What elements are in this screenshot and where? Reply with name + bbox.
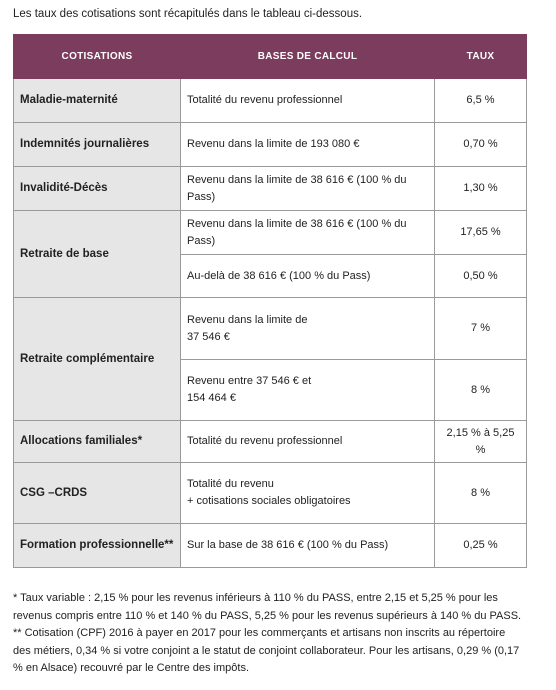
taux-cell: 8 % [434, 359, 527, 421]
cotisation-label: Invalidité-Décès [13, 166, 181, 211]
base-cell: Revenu dans la limite de 38 616 € (100 %… [180, 166, 435, 211]
taux-cell: 0,50 % [434, 254, 527, 298]
footnote: ** Cotisation (CPF) 2016 à payer en 2017… [13, 627, 520, 674]
cotisation-label: Maladie-maternité [13, 78, 181, 123]
base-cell: Totalité du revenu professionnel [180, 78, 435, 123]
header-row: COTISATIONS BASES DE CALCUL TAUX [13, 34, 527, 79]
footnotes: * Taux variable : 2,15 % pour les revenu… [13, 590, 525, 678]
cotisation-label: Formation professionnelle** [13, 523, 181, 568]
base-cell: Au-delà de 38 616 € (100 % du Pass) [180, 254, 435, 298]
table-row: Allocations familiales* Totalité du reven… [13, 420, 527, 463]
header-cell: BASES DE CALCUL [180, 34, 435, 79]
cotisation-label: Retraite complémentaire [13, 297, 181, 421]
base-cell: Revenu dans la limite de 193 080 € [180, 122, 435, 167]
taux-cell: 1,30 % [434, 166, 527, 211]
taux-cell: 2,15 % à 5,25 % [434, 420, 527, 463]
header-cell: TAUX [434, 34, 527, 79]
table-row: Revenu entre 37 546 € et 154 464 €8 % [14, 359, 527, 421]
base-cell: Totalité du revenu professionnel [180, 420, 435, 463]
base-cell: Revenu dans la limite de 38 616 € (100 %… [180, 210, 435, 255]
table-row: Au-delà de 38 616 € (100 % du Pass) 0,50 … [14, 254, 527, 298]
cotisation-label: CSG –CRDS [13, 462, 181, 524]
table-row: Indemnités journalières Revenu dans la li… [13, 122, 527, 167]
taux-cell: 17,65 % [434, 210, 527, 255]
base-cell: Totalité du revenu + cotisations sociale… [180, 462, 435, 524]
base-cell: Sur la base de 38 616 € (100 % du Pass) [180, 523, 435, 568]
cotisation-label: Retraite de base [13, 210, 181, 298]
footnote: * Taux variable : 2,15 % pour les revenu… [13, 592, 522, 622]
base-cell: Revenu dans la limite de 37 546 € [180, 297, 435, 360]
table-row: Maladie-maternité Totalité du revenu prof… [13, 78, 527, 123]
intro-text: Les taux des cotisations sont récapitulé… [13, 8, 363, 20]
header-cell: COTISATIONS [13, 34, 181, 79]
taux-cell: 8 % [434, 462, 527, 524]
table-row: CSG –CRDS Totalité du revenu + cotisation… [13, 462, 527, 524]
cotisations-table: COTISATIONS BASES DE CALCUL TAUX Maladie… [13, 34, 527, 568]
cotisation-label: Allocations familiales* [13, 420, 181, 463]
table-row: Retraite complémentaire Revenu dans la li… [13, 297, 527, 421]
taux-cell: 7 % [434, 297, 527, 360]
table-row: Formation professionnelle** Sur la base d… [13, 523, 527, 568]
taux-cell: 0,70 % [434, 122, 527, 167]
table-row: Retraite de base Revenu dans la limite de… [13, 210, 527, 298]
table-body: Maladie-maternité Totalité du revenu prof… [13, 78, 527, 568]
table-row: Invalidité-Décès Revenu dans la limite de… [13, 166, 527, 211]
taux-cell: 6,5 % [434, 78, 527, 123]
taux-cell: 0,25 % [434, 523, 527, 568]
base-cell: Revenu entre 37 546 € et 154 464 € [180, 359, 435, 421]
cotisation-label: Indemnités journalières [13, 122, 181, 167]
